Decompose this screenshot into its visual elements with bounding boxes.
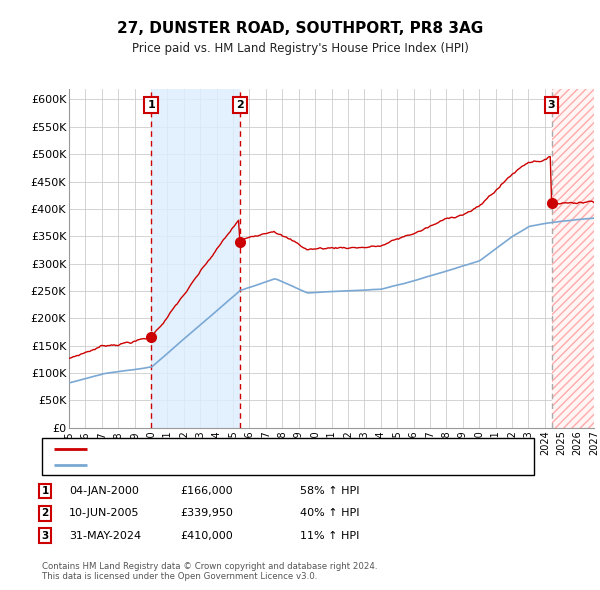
Text: 04-JAN-2000: 04-JAN-2000 — [69, 486, 139, 496]
Text: HPI: Average price, detached house, Sefton: HPI: Average price, detached house, Seft… — [93, 460, 320, 470]
Text: Price paid vs. HM Land Registry's House Price Index (HPI): Price paid vs. HM Land Registry's House … — [131, 42, 469, 55]
Text: £410,000: £410,000 — [180, 531, 233, 540]
Text: 2: 2 — [41, 509, 49, 518]
Text: This data is licensed under the Open Government Licence v3.0.: This data is licensed under the Open Gov… — [42, 572, 317, 581]
Text: 27, DUNSTER ROAD, SOUTHPORT, PR8 3AG (detached house): 27, DUNSTER ROAD, SOUTHPORT, PR8 3AG (de… — [93, 444, 413, 454]
Bar — [551, 88, 594, 428]
Text: 40% ↑ HPI: 40% ↑ HPI — [300, 509, 359, 518]
Text: 1: 1 — [148, 100, 155, 110]
Text: 58% ↑ HPI: 58% ↑ HPI — [300, 486, 359, 496]
Text: 3: 3 — [41, 531, 49, 540]
Bar — [151, 88, 240, 428]
Bar — [551, 88, 594, 428]
Text: £339,950: £339,950 — [180, 509, 233, 518]
Text: 3: 3 — [548, 100, 556, 110]
Text: Contains HM Land Registry data © Crown copyright and database right 2024.: Contains HM Land Registry data © Crown c… — [42, 562, 377, 571]
Text: 2: 2 — [236, 100, 244, 110]
Text: 31-MAY-2024: 31-MAY-2024 — [69, 531, 141, 540]
Text: £166,000: £166,000 — [180, 486, 233, 496]
Text: 27, DUNSTER ROAD, SOUTHPORT, PR8 3AG: 27, DUNSTER ROAD, SOUTHPORT, PR8 3AG — [117, 21, 483, 35]
Text: 10-JUN-2005: 10-JUN-2005 — [69, 509, 139, 518]
Text: 11% ↑ HPI: 11% ↑ HPI — [300, 531, 359, 540]
Text: 1: 1 — [41, 486, 49, 496]
